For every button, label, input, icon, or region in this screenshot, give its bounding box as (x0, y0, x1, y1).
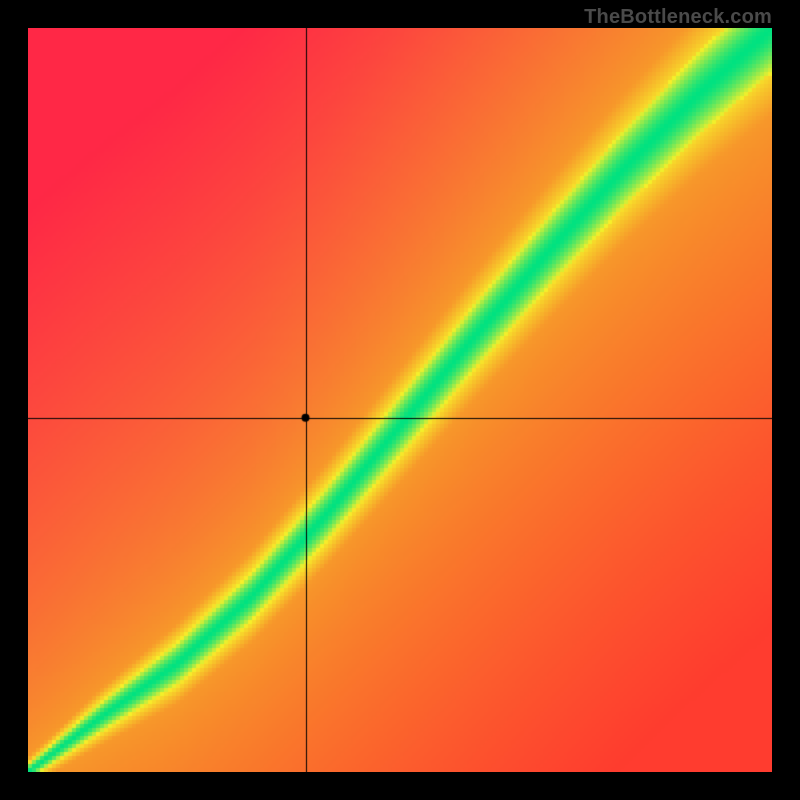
watermark-text: TheBottleneck.com (584, 6, 772, 29)
bottleneck-heatmap (28, 28, 772, 772)
